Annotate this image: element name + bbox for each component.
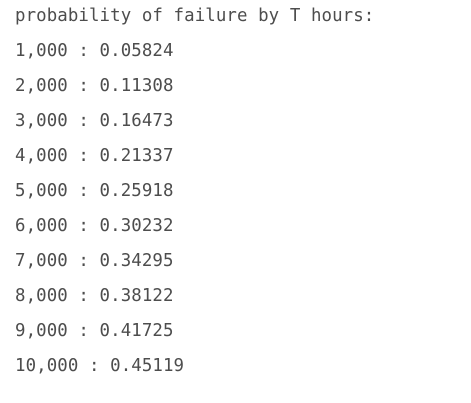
output-line: 9,000 : 0.41725 [15, 321, 174, 341]
console-output: probability of failure by T hours: 1,000… [15, 3, 461, 388]
output-line: 4,000 : 0.21337 [15, 146, 174, 166]
output-line: 8,000 : 0.38122 [15, 286, 174, 306]
output-line: 3,000 : 0.16473 [15, 111, 174, 131]
output-line: 10,000 : 0.45119 [15, 356, 185, 376]
output-line: 7,000 : 0.34295 [15, 251, 174, 271]
output-header: probability of failure by T hours: [15, 6, 375, 26]
output-line: 1,000 : 0.05824 [15, 41, 174, 61]
output-line: 5,000 : 0.25918 [15, 181, 174, 201]
output-line: 2,000 : 0.11308 [15, 76, 174, 96]
output-line: 6,000 : 0.30232 [15, 216, 174, 236]
